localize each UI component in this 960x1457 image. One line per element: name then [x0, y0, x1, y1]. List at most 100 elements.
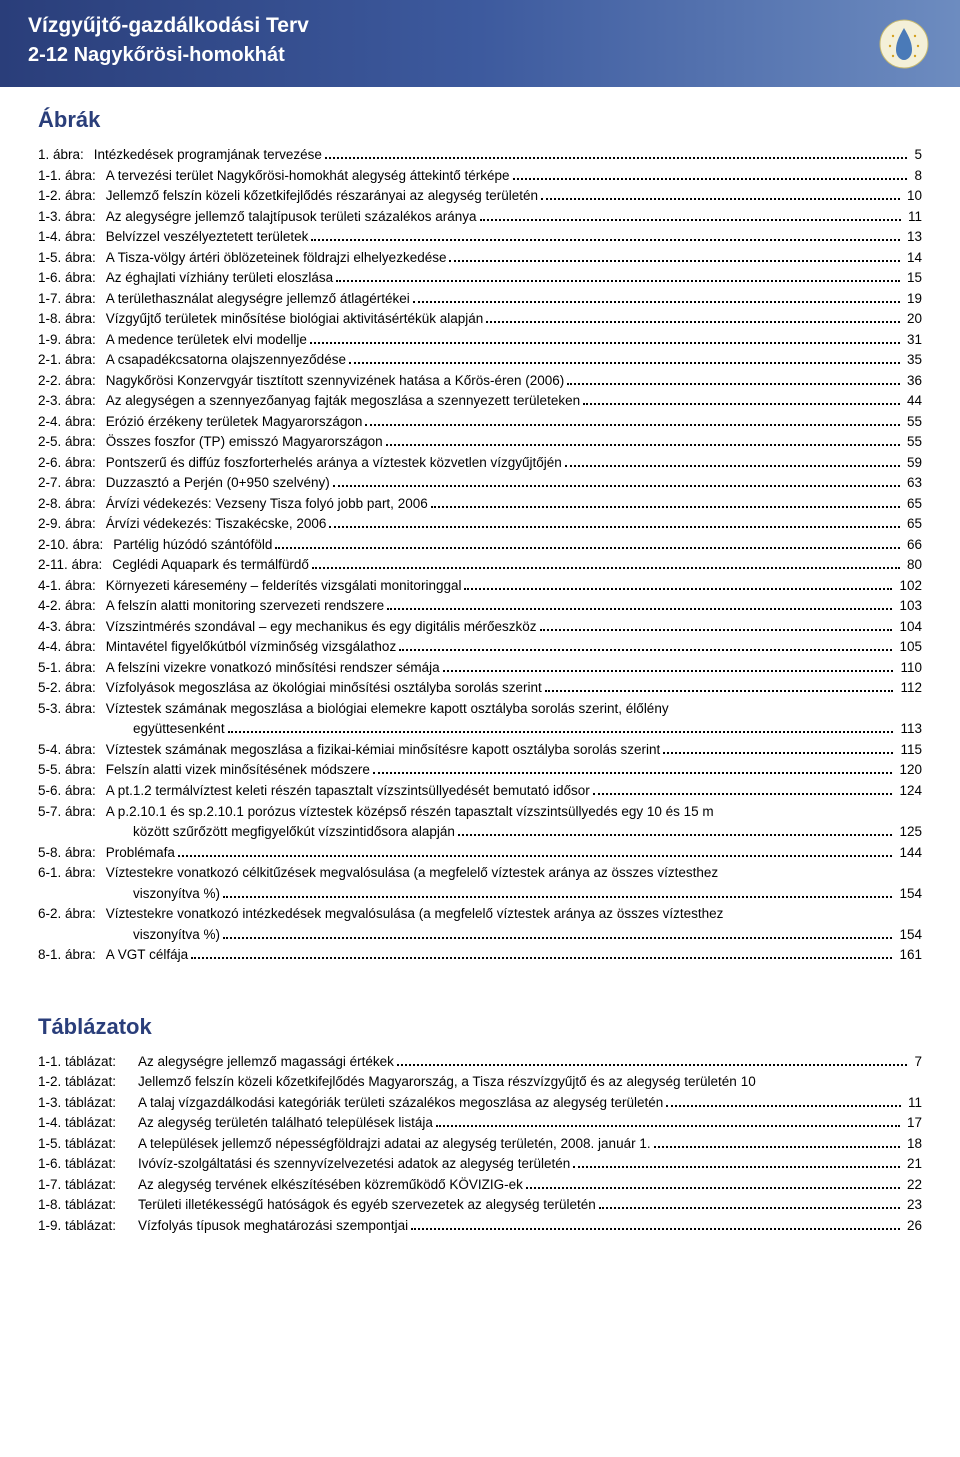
toc-text: Erózió érzékeny területek Magyarországon	[106, 412, 363, 433]
toc-text: Problémafa	[106, 843, 175, 864]
toc-entry[interactable]: 4-2. ábra:A felszín alatti monitoring sz…	[38, 596, 922, 617]
toc-entry[interactable]: 1-6. táblázat:Ivóvíz-szolgáltatási és sz…	[38, 1154, 922, 1175]
toc-page: 113	[896, 719, 922, 740]
toc-page: 80	[903, 555, 922, 576]
toc-entry[interactable]: 2-10. ábra:Partélig húzódó szántóföld 66	[38, 535, 922, 556]
toc-entry[interactable]: 1-4. táblázat:Az alegység területén talá…	[38, 1113, 922, 1134]
toc-dots	[486, 321, 900, 323]
toc-entry[interactable]: 2-7. ábra:Duzzasztó a Perjén (0+950 szel…	[38, 473, 922, 494]
toc-entry[interactable]: 6-2. ábra:Víztestekre vonatkozó intézked…	[38, 904, 922, 925]
toc-text: Jellemző felszín közeli kőzetkifejlődés …	[138, 1072, 737, 1093]
toc-dots	[541, 198, 900, 200]
toc-entry[interactable]: 1-2. táblázat:Jellemző felszín közeli kő…	[38, 1072, 922, 1093]
toc-entry[interactable]: 1-1. táblázat:Az alegységre jellemző mag…	[38, 1052, 922, 1073]
toc-dots	[567, 383, 900, 385]
toc-entry[interactable]: 1-6. ábra:Az éghajlati vízhiány területi…	[38, 268, 922, 289]
document-header: Vízgyűjtő-gazdálkodási Terv 2-12 Nagykőr…	[0, 0, 960, 87]
toc-entry[interactable]: 6-1. ábra:Víztestekre vonatkozó célkitűz…	[38, 863, 922, 884]
toc-text: Duzzasztó a Perjén (0+950 szelvény)	[106, 473, 330, 494]
toc-dots	[480, 219, 901, 221]
toc-text: A medence területek elvi modellje	[106, 330, 307, 351]
toc-label: 5-7. ábra:	[38, 802, 106, 823]
toc-entry[interactable]: 2-11. ábra:Ceglédi Aquapark és termálfür…	[38, 555, 922, 576]
toc-text: Árvízi védekezés: Tiszakécske, 2006	[106, 514, 327, 535]
toc-text: A felszín alatti monitoring szervezeti r…	[106, 596, 384, 617]
toc-entry[interactable]: 2-3. ábra:Az alegységen a szennyezőanyag…	[38, 391, 922, 412]
toc-entry[interactable]: 4-1. ábra:Környezeti káresemény – felder…	[38, 576, 922, 597]
toc-entry[interactable]: 5-2. ábra:Vízfolyások megoszlása az ökol…	[38, 678, 922, 699]
toc-entry[interactable]: 1-2. ábra:Jellemző felszín közeli kőzetk…	[38, 186, 922, 207]
toc-entry[interactable]: 2-4. ábra:Erózió érzékeny területek Magy…	[38, 412, 922, 433]
toc-dots	[411, 1228, 900, 1230]
toc-entry[interactable]: 1-8. ábra:Vízgyűjtő területek minősítése…	[38, 309, 922, 330]
toc-text: között szűrőzött megfigyelőkút vízszinti…	[133, 822, 455, 843]
toc-dots	[458, 834, 893, 836]
toc-entry[interactable]: 8-1. ábra:A VGT célfája 161	[38, 945, 922, 966]
toc-entry[interactable]: 4-3. ábra:Vízszintmérés szondával – egy …	[38, 617, 922, 638]
toc-page: 35	[903, 350, 922, 371]
toc-label: 5-1. ábra:	[38, 658, 106, 679]
toc-page: 115	[896, 740, 922, 761]
toc-dots	[228, 731, 894, 733]
toc-entry[interactable]: 2-8. ábra:Árvízi védekezés: Vezseny Tisz…	[38, 494, 922, 515]
toc-entry[interactable]: 1-9. táblázat:Vízfolyás típusok meghatár…	[38, 1216, 922, 1237]
toc-entry[interactable]: 4-4. ábra:Mintavétel figyelőkútból vízmi…	[38, 637, 922, 658]
toc-dots	[311, 239, 900, 241]
toc-label: 1-5. táblázat:	[38, 1134, 138, 1155]
toc-entry[interactable]: 2-1. ábra:A csapadékcsatorna olajszennye…	[38, 350, 922, 371]
toc-dots	[449, 260, 899, 262]
eu-water-logo-icon	[878, 18, 930, 70]
toc-dots	[223, 937, 892, 939]
toc-text: Felszín alatti vizek minősítésének módsz…	[106, 760, 370, 781]
toc-entry[interactable]: 2-5. ábra:Összes foszfor (TP) emisszó Ma…	[38, 432, 922, 453]
toc-label: 1-4. ábra:	[38, 227, 106, 248]
toc-entry[interactable]: 5-6. ábra:A pt.1.2 termálvíztest keleti …	[38, 781, 922, 802]
toc-dots	[373, 772, 893, 774]
toc-dots	[583, 403, 900, 405]
toc-entry[interactable]: 2-2. ábra:Nagykőrösi Konzervgyár tisztít…	[38, 371, 922, 392]
toc-page: 125	[895, 822, 922, 843]
toc-dots	[545, 690, 894, 692]
toc-page: 13	[903, 227, 922, 248]
toc-label: 6-1. ábra:	[38, 863, 106, 884]
toc-entry[interactable]: 5-4. ábra:Víztestek számának megoszlása …	[38, 740, 922, 761]
toc-entry[interactable]: 1-3. táblázat:A talaj vízgazdálkodási ka…	[38, 1093, 922, 1114]
toc-entry[interactable]: 5-1. ábra:A felszíni vizekre vonatkozó m…	[38, 658, 922, 679]
toc-entry[interactable]: 5-7. ábra:A p.2.10.1 és sp.2.10.1 porózu…	[38, 802, 922, 823]
toc-page: 65	[903, 494, 922, 515]
toc-entry[interactable]: 1-3. ábra:Az alegységre jellemző talajtí…	[38, 207, 922, 228]
toc-text: Összes foszfor (TP) emisszó Magyarország…	[106, 432, 383, 453]
toc-entry[interactable]: 1-4. ábra:Belvízzel veszélyeztetett terü…	[38, 227, 922, 248]
toc-entry[interactable]: 1-5. táblázat: A települések jellemző né…	[38, 1134, 922, 1155]
toc-page: 17	[903, 1113, 922, 1134]
toc-entry[interactable]: 1-7. ábra:A területhasználat alegységre …	[38, 289, 922, 310]
toc-entry[interactable]: 2-6. ábra:Pontszerű és diffúz foszforter…	[38, 453, 922, 474]
toc-entry[interactable]: 1-1. ábra:A tervezési terület Nagykőrösi…	[38, 166, 922, 187]
toc-entry[interactable]: 1-5. ábra:A Tisza-völgy ártéri öblözetei…	[38, 248, 922, 269]
toc-label: 2-6. ábra:	[38, 453, 106, 474]
toc-dots	[178, 855, 893, 857]
toc-dots	[386, 444, 900, 446]
toc-dots	[513, 178, 908, 180]
toc-entry[interactable]: 1. ábra:Intézkedések programjának tervez…	[38, 145, 922, 166]
document-content: Ábrák1. ábra:Intézkedések programjának t…	[0, 87, 960, 1276]
toc-label: 8-1. ábra:	[38, 945, 106, 966]
toc-label: 4-3. ábra:	[38, 617, 106, 638]
toc-text: A települések jellemző népességföldrajzi…	[138, 1134, 651, 1155]
toc-entry[interactable]: 5-3. ábra:Víztestek számának megoszlása …	[38, 699, 922, 720]
toc-entry[interactable]: 5-5. ábra:Felszín alatti vizek minősítés…	[38, 760, 922, 781]
toc-label: 1-6. ábra:	[38, 268, 106, 289]
toc-list: 1. ábra:Intézkedések programjának tervez…	[38, 145, 922, 966]
toc-entry[interactable]: 1-7. táblázat:Az alegység tervének elkés…	[38, 1175, 922, 1196]
toc-text: viszonyítva %)	[133, 925, 220, 946]
toc-entry[interactable]: 1-9. ábra:A medence területek elvi model…	[38, 330, 922, 351]
toc-dots	[275, 547, 900, 549]
header-title: Vízgyűjtő-gazdálkodási Terv	[28, 14, 932, 38]
toc-entry[interactable]: 1-8. táblázat:Területi illetékességű hat…	[38, 1195, 922, 1216]
toc-entry[interactable]: 5-8. ábra:Problémafa 144	[38, 843, 922, 864]
toc-entry-continuation: között szűrőzött megfigyelőkút vízszinti…	[38, 822, 922, 843]
toc-label: 2-10. ábra:	[38, 535, 113, 556]
toc-label: 1-8. táblázat:	[38, 1195, 138, 1216]
toc-dots	[387, 608, 892, 610]
toc-entry[interactable]: 2-9. ábra:Árvízi védekezés: Tiszakécske,…	[38, 514, 922, 535]
